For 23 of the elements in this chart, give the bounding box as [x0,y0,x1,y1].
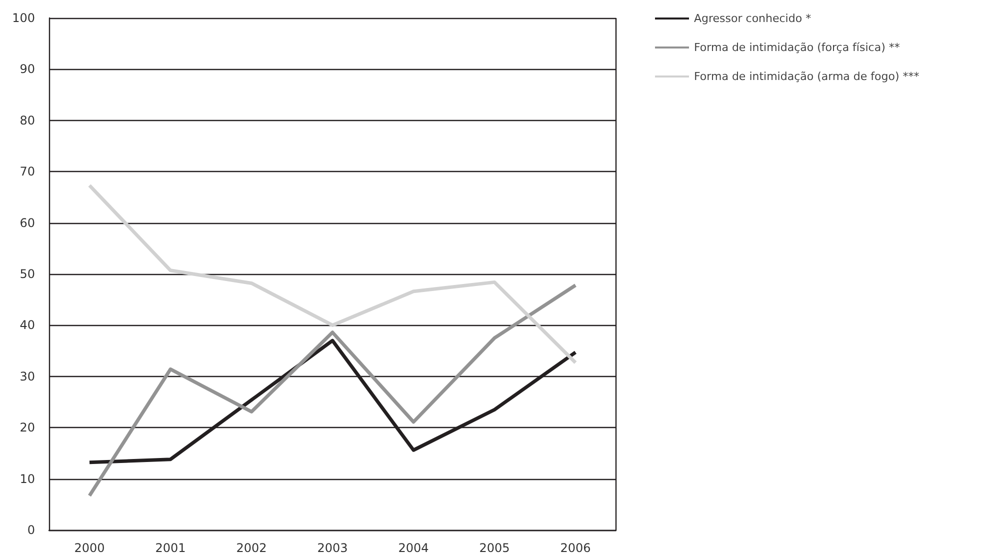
y-tick-label: 20 [20,420,35,435]
line-series [88,184,578,364]
legend-label: Agressor conhecido * [694,12,812,25]
y-tick-label: 50 [20,267,35,281]
y-tick-label: 60 [20,216,35,230]
y-tick-label: 90 [20,62,35,76]
line-series [88,284,578,498]
legend-label: Forma de intimidação (força física) ** [694,41,900,54]
y-tick-label: 80 [20,113,35,128]
x-tick-label: 2004 [398,541,429,555]
legend-label: Forma de intimidação (arma de fogo) *** [694,70,920,83]
y-tick-label: 10 [20,472,35,486]
x-tick-label: 2001 [155,541,186,555]
x-tick-label: 2003 [317,541,348,555]
y-tick-label: 70 [20,164,35,179]
x-tick-label: 2000 [74,541,105,555]
y-tick-label: 0 [27,523,35,537]
x-tick-label: 2005 [479,541,510,555]
y-tick-label: 30 [20,369,35,384]
y-tick-label: 100 [12,11,35,25]
x-tick-label: 2002 [236,541,267,555]
y-tick-label: 40 [20,318,35,332]
x-tick-label: 2006 [560,541,591,555]
